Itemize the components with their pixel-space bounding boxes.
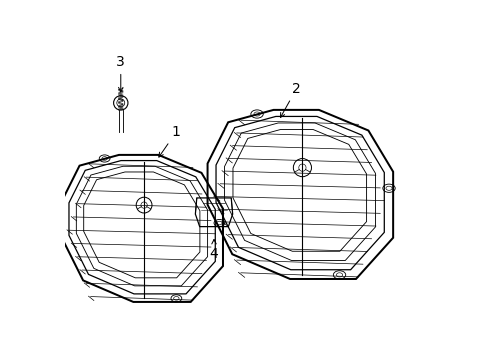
Text: 1: 1 <box>159 125 181 157</box>
Text: 4: 4 <box>209 239 218 261</box>
Text: 3: 3 <box>116 55 125 92</box>
Text: 2: 2 <box>280 82 300 117</box>
